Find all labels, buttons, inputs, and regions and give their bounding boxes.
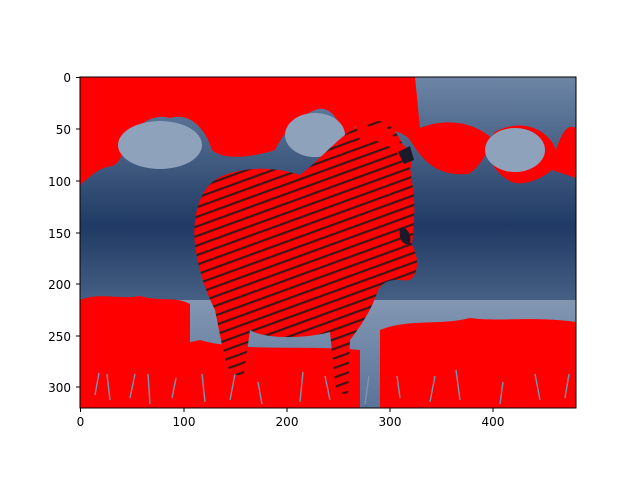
image-area — [80, 77, 576, 408]
y-tick-label: 250 — [48, 330, 71, 344]
zebra-muzzle — [399, 227, 411, 245]
zebra-ear — [398, 146, 414, 164]
y-tick-label: 200 — [48, 278, 71, 292]
grass-overlay-region — [80, 296, 576, 408]
zebra-body — [194, 120, 417, 395]
zebra-mane — [355, 120, 412, 170]
x-tick-label: 100 — [173, 415, 196, 429]
cloud — [118, 121, 202, 169]
grass-texture — [94, 369, 570, 405]
y-tick-label: 0 — [63, 71, 71, 85]
y-tick-label: 150 — [48, 227, 71, 241]
x-tick-label: 200 — [276, 415, 299, 429]
x-tick-label: 0 — [77, 415, 85, 429]
axes-frame — [79, 76, 577, 409]
y-axis: 0 50 100 150 200 250 300 — [48, 71, 80, 395]
y-tick-label: 100 — [48, 175, 71, 189]
cloud — [485, 128, 545, 172]
y-tick-label: 50 — [56, 123, 71, 137]
x-tick-label: 300 — [379, 415, 402, 429]
y-tick-label: 300 — [48, 381, 71, 395]
x-axis: 0 100 200 300 400 — [77, 408, 505, 429]
sky-overlay-region — [80, 77, 576, 185]
cloud — [285, 113, 345, 157]
x-tick-label: 400 — [482, 415, 505, 429]
